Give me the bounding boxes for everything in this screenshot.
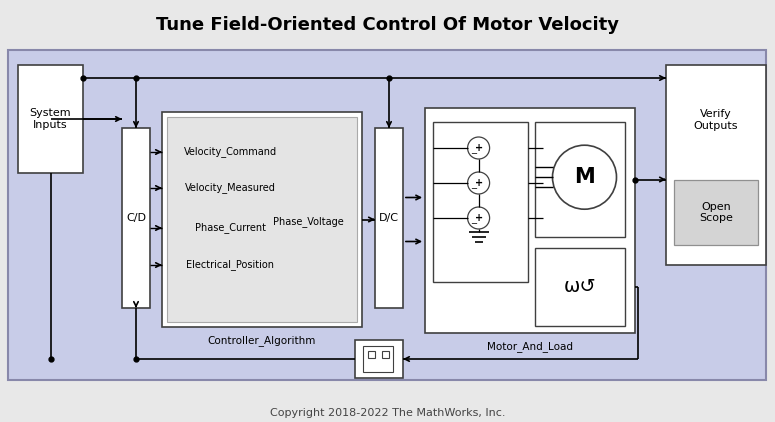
Text: Copyright 2018-2022 The MathWorks, Inc.: Copyright 2018-2022 The MathWorks, Inc. xyxy=(270,408,505,418)
Bar xyxy=(535,248,625,326)
Bar xyxy=(666,65,766,265)
Text: −: − xyxy=(470,149,477,159)
Text: C/D: C/D xyxy=(126,213,146,223)
Circle shape xyxy=(553,145,616,209)
Bar xyxy=(425,108,635,333)
Bar xyxy=(162,112,362,327)
Bar xyxy=(167,117,357,322)
Text: System
Inputs: System Inputs xyxy=(29,108,71,130)
Text: Open
Scope: Open Scope xyxy=(699,202,733,223)
Text: Electrical_Position: Electrical_Position xyxy=(186,260,274,271)
Text: Velocity_Command: Velocity_Command xyxy=(184,146,277,157)
Text: +: + xyxy=(474,213,483,223)
Text: −: − xyxy=(470,219,477,228)
Bar xyxy=(368,351,375,358)
Text: Tune Field-Oriented Control Of Motor Velocity: Tune Field-Oriented Control Of Motor Vel… xyxy=(156,16,619,34)
Text: +: + xyxy=(474,143,483,153)
Text: Verify
Outputs: Verify Outputs xyxy=(694,109,739,131)
Bar xyxy=(433,122,528,282)
Text: Phase_Current: Phase_Current xyxy=(195,222,266,233)
Bar xyxy=(382,351,389,358)
Bar xyxy=(18,65,83,173)
Text: Phase_Voltage: Phase_Voltage xyxy=(274,216,344,227)
Bar xyxy=(122,128,150,308)
Text: Velocity_Measured: Velocity_Measured xyxy=(184,183,275,193)
Bar xyxy=(674,180,758,245)
Text: D/C: D/C xyxy=(379,213,399,223)
Bar xyxy=(375,128,403,308)
Text: M: M xyxy=(574,167,595,187)
Bar xyxy=(8,50,766,380)
Text: Motor_And_Load: Motor_And_Load xyxy=(487,341,573,352)
Text: −: − xyxy=(470,184,477,194)
Circle shape xyxy=(467,207,490,229)
Text: ω↺: ω↺ xyxy=(563,278,597,297)
Bar xyxy=(535,122,625,237)
Circle shape xyxy=(467,172,490,194)
Bar xyxy=(363,346,393,372)
Text: Controller_Algorithm: Controller_Algorithm xyxy=(208,335,316,346)
Circle shape xyxy=(467,137,490,159)
Bar xyxy=(355,340,403,378)
Text: +: + xyxy=(474,178,483,188)
